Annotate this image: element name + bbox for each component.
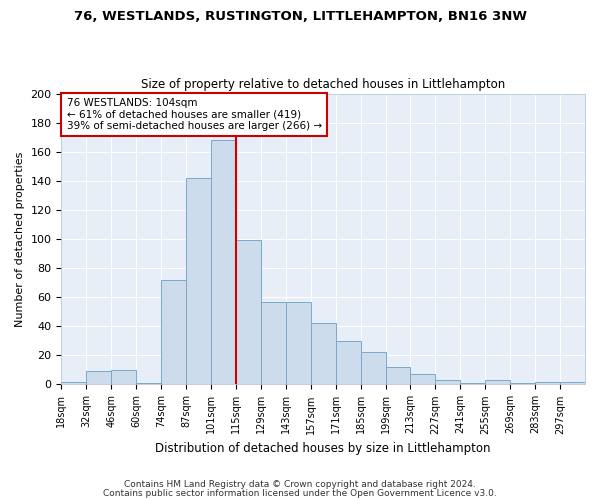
Bar	[410, 374, 436, 384]
Bar	[485, 380, 510, 384]
Bar	[211, 140, 236, 384]
Bar	[186, 178, 211, 384]
Bar	[61, 382, 86, 384]
Bar	[311, 324, 335, 384]
Text: Contains public sector information licensed under the Open Government Licence v3: Contains public sector information licen…	[103, 488, 497, 498]
Bar	[261, 302, 286, 384]
Bar	[335, 341, 361, 384]
Title: Size of property relative to detached houses in Littlehampton: Size of property relative to detached ho…	[141, 78, 505, 91]
Bar	[136, 383, 161, 384]
X-axis label: Distribution of detached houses by size in Littlehampton: Distribution of detached houses by size …	[155, 442, 491, 455]
Bar	[161, 280, 186, 384]
Text: Contains HM Land Registry data © Crown copyright and database right 2024.: Contains HM Land Registry data © Crown c…	[124, 480, 476, 489]
Bar	[361, 352, 386, 384]
Bar	[460, 383, 485, 384]
Bar	[386, 367, 410, 384]
Text: 76, WESTLANDS, RUSTINGTON, LITTLEHAMPTON, BN16 3NW: 76, WESTLANDS, RUSTINGTON, LITTLEHAMPTON…	[74, 10, 527, 23]
Text: 76 WESTLANDS: 104sqm
← 61% of detached houses are smaller (419)
39% of semi-deta: 76 WESTLANDS: 104sqm ← 61% of detached h…	[67, 98, 322, 131]
Bar	[510, 383, 535, 384]
Bar	[436, 380, 460, 384]
Y-axis label: Number of detached properties: Number of detached properties	[15, 152, 25, 326]
Bar	[111, 370, 136, 384]
Bar	[86, 372, 111, 384]
Bar	[236, 240, 261, 384]
Bar	[286, 302, 311, 384]
Bar	[535, 382, 560, 384]
Bar	[560, 382, 585, 384]
